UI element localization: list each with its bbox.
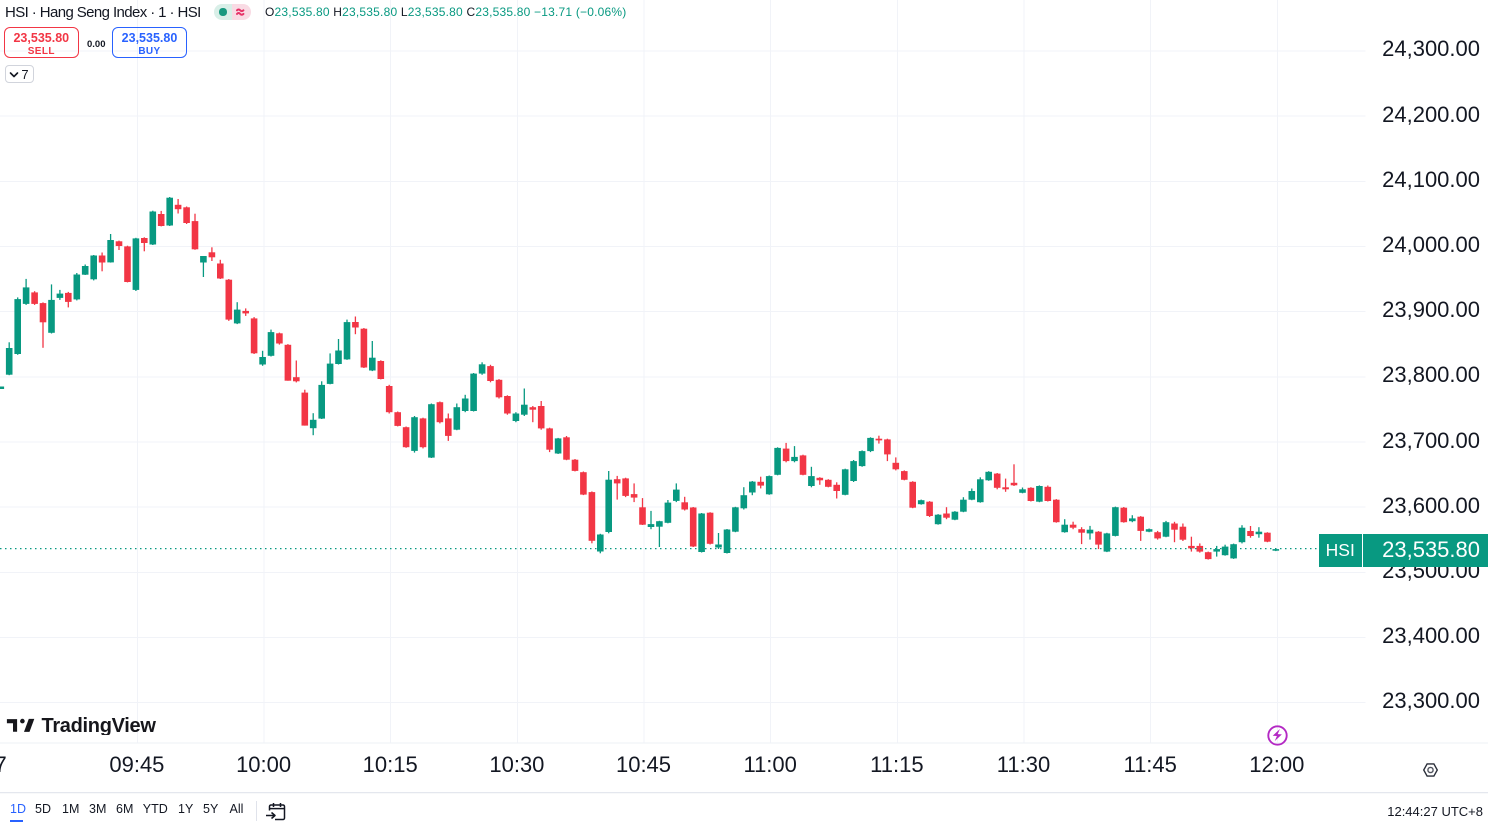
svg-text:TradingView: TradingView [42,717,157,735]
